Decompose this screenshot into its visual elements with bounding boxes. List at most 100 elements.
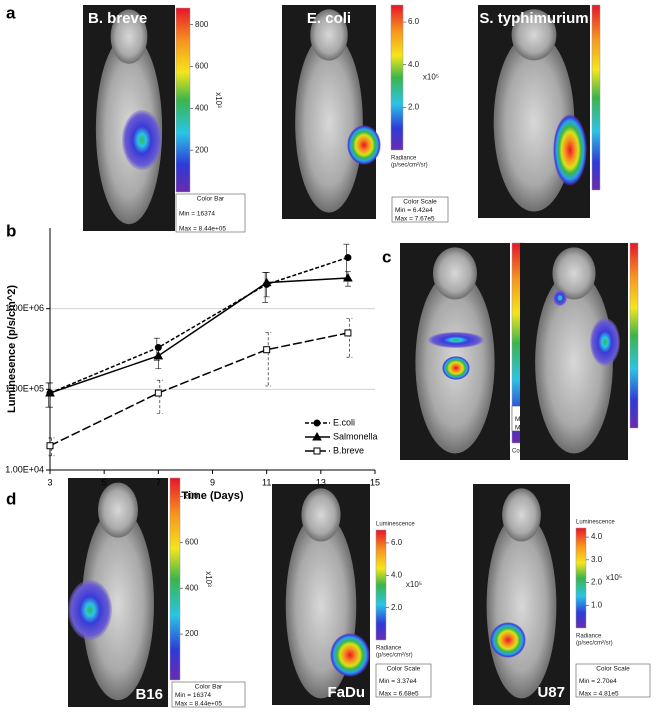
- scale-info-box: [175, 193, 246, 233]
- data-point: [45, 388, 55, 397]
- x-tick-label: 11: [262, 477, 271, 487]
- color-bar-tick-label: 2.0: [408, 102, 420, 111]
- y-axis-label: Luminesence (p/s/cm^2): [6, 285, 18, 413]
- scale-header: Luminescence: [576, 520, 615, 526]
- scale-info-line: Min = 6.42e4: [395, 207, 433, 214]
- color-bar: [169, 477, 181, 681]
- data-point: [261, 277, 272, 287]
- signal-spot: [68, 580, 112, 640]
- scale-info-line: Min = 16374: [179, 211, 215, 218]
- scale-caption: Radiance: [391, 156, 417, 162]
- scale-unit: x10⁵: [606, 573, 622, 582]
- color-bar: [175, 7, 191, 193]
- mouse-head: [502, 488, 541, 542]
- signal-spot: [428, 332, 484, 348]
- x-tick-label: 5: [102, 477, 107, 487]
- x-tick-label: 13: [316, 477, 326, 487]
- mouse-head: [98, 482, 138, 538]
- scale-caption: (p/sec/cm²/sr): [391, 163, 428, 169]
- scale-unit: x10³: [214, 92, 223, 108]
- color-bar-tick-label: 2.0: [591, 578, 603, 587]
- signal-spot: [122, 110, 162, 170]
- series-line: [49, 277, 348, 394]
- error-bar: [48, 437, 55, 457]
- legend-marker: [313, 447, 321, 455]
- color-bar-tick-label: 4.0: [391, 570, 403, 579]
- legend-marker: [312, 431, 322, 441]
- signal-spot: [553, 290, 567, 306]
- scale-info-line: Min = 2.70e4: [579, 678, 617, 685]
- color-bar: [375, 529, 387, 641]
- scale-info-line: Max = 7.67e5: [395, 216, 435, 223]
- color-bar-tick-label: 800: [185, 491, 199, 500]
- color-bar-tick-label: 6.0: [391, 538, 403, 547]
- x-tick-label: 15: [370, 477, 380, 487]
- signal-spot: [490, 622, 526, 658]
- image-title: U87: [537, 684, 565, 701]
- mouse-body: [295, 32, 363, 213]
- scale-caption: (p/sec/cm²/sr): [376, 653, 413, 659]
- mouse-head: [433, 247, 477, 300]
- color-bar: [575, 527, 587, 629]
- data-point: [343, 272, 353, 282]
- legend-label: B.breve: [333, 445, 364, 455]
- signal-spot: [330, 633, 370, 677]
- data-point: [344, 254, 352, 262]
- mouse-head: [301, 488, 341, 542]
- signal-spot: [590, 318, 620, 366]
- signal-spot: [347, 125, 381, 165]
- scale-unit: x10³: [204, 571, 213, 587]
- color-bar-tick-label: 400: [185, 583, 199, 592]
- scale-info-line: Max = 8.44e+05: [179, 226, 226, 233]
- scale-caption: Radiance: [576, 634, 602, 640]
- x-tick-label: 3: [47, 477, 52, 487]
- scale-unit: x10⁵: [406, 580, 422, 589]
- image-title: B. breve: [88, 10, 147, 27]
- mouse-head: [110, 9, 148, 64]
- color-bar-tick-label: 3.0: [591, 555, 603, 564]
- error-bar: [156, 379, 163, 414]
- x-tick-label: 9: [210, 477, 215, 487]
- scale-info-line: Max = 8.44e+05: [175, 701, 222, 708]
- series-line: [49, 256, 349, 394]
- color-bar-tick-label: 800: [195, 20, 209, 29]
- legend-label: E.coli: [333, 417, 355, 427]
- mouse-body: [82, 507, 154, 701]
- color-bar-tick-label: 4.0: [408, 60, 420, 69]
- mouse-head: [310, 9, 348, 61]
- color-bar-tick-label: 4.0: [591, 532, 603, 541]
- legend-marker: [313, 419, 321, 427]
- scale-info-box: [171, 681, 246, 708]
- color-bar-tick-label: 200: [195, 145, 209, 154]
- scale-info-box: [375, 663, 432, 698]
- image-title: B16: [135, 686, 163, 703]
- panel-label: b: [6, 221, 16, 240]
- error-bar: [346, 318, 353, 358]
- scale-info-line: Color Bar: [197, 196, 225, 203]
- scale-info-box: [575, 663, 651, 698]
- color-bar-tick-label: 200: [185, 629, 199, 638]
- panel-label: c: [382, 247, 391, 266]
- color-bar-tick-label: 6.0: [408, 17, 420, 26]
- scale-unit: x10⁵: [423, 73, 439, 82]
- color-bar: [390, 4, 404, 151]
- scale-caption: Radiance: [376, 646, 402, 652]
- error-bar: [265, 331, 272, 387]
- data-point: [154, 389, 162, 397]
- mouse-body: [493, 32, 575, 212]
- data-point: [46, 442, 54, 450]
- y-tick-label: 1.00E+06: [5, 303, 44, 313]
- scale-info-line: Color Scale: [387, 666, 421, 673]
- color-bar: [591, 4, 601, 191]
- mouse-head: [552, 247, 596, 300]
- data-point: [153, 350, 164, 360]
- image-title: S. typhimurium: [479, 10, 588, 27]
- color-bar-tick-label: 600: [185, 537, 199, 546]
- scale-header: Luminescence: [376, 522, 415, 528]
- color-bar-tick-label: 1.0: [591, 600, 603, 609]
- signal-spot: [553, 114, 587, 186]
- scale-info-line: Color Scale: [596, 666, 630, 673]
- image-title: FaDu: [328, 684, 366, 701]
- scale-caption: (p/sec/cm²/sr): [576, 641, 613, 647]
- y-tick-label: 1.00E+04: [5, 464, 44, 474]
